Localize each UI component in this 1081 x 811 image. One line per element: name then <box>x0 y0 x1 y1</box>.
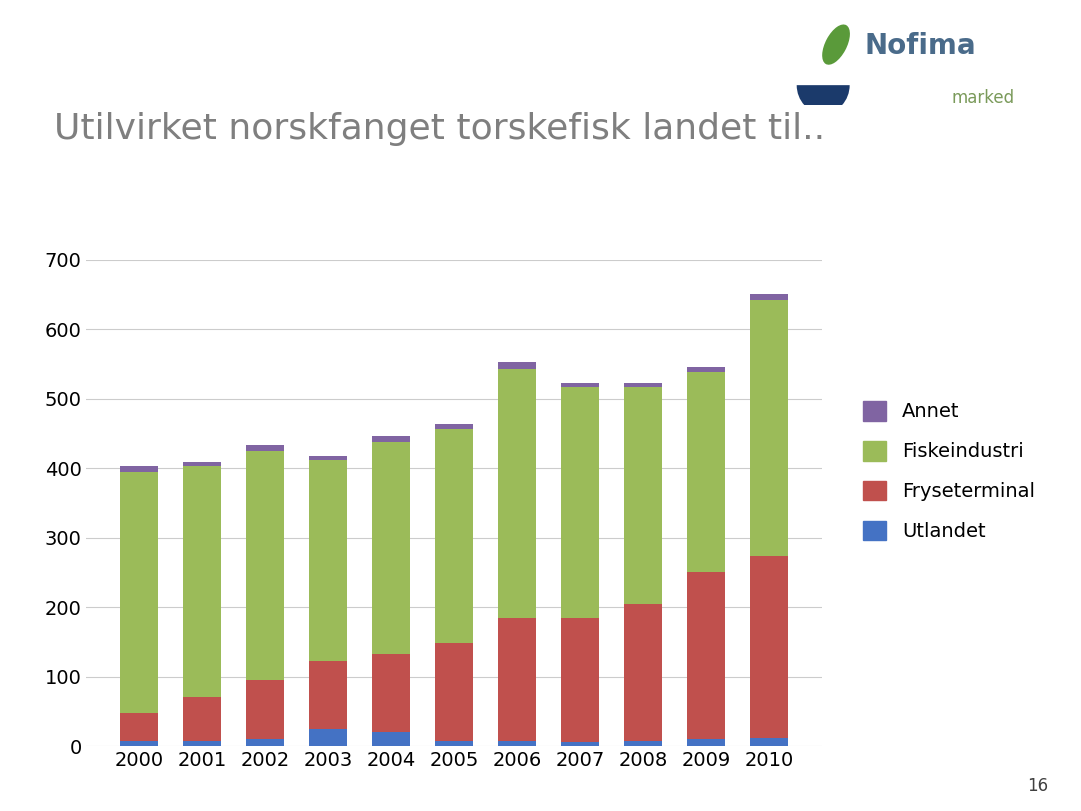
Legend: Annet, Fiskeindustri, Fryseterminal, Utlandet: Annet, Fiskeindustri, Fryseterminal, Utl… <box>853 391 1044 551</box>
Bar <box>436 740 472 746</box>
Bar <box>246 445 284 451</box>
Bar <box>688 372 725 573</box>
Bar <box>561 618 599 742</box>
Bar <box>120 471 158 714</box>
Bar <box>309 661 347 729</box>
Bar <box>498 617 536 740</box>
Ellipse shape <box>823 24 850 65</box>
Bar <box>372 654 410 732</box>
Bar <box>561 742 599 746</box>
Bar <box>246 680 284 739</box>
Bar <box>436 429 472 643</box>
Wedge shape <box>797 85 850 114</box>
Bar <box>750 294 788 300</box>
Bar <box>246 739 284 746</box>
Bar <box>750 300 788 556</box>
Bar <box>183 697 221 740</box>
Bar <box>624 740 662 746</box>
Bar <box>624 387 662 603</box>
Bar <box>688 739 725 746</box>
Bar <box>750 556 788 738</box>
Bar <box>372 442 410 654</box>
Bar <box>309 456 347 460</box>
Bar <box>309 460 347 661</box>
Bar <box>624 603 662 740</box>
Bar <box>309 729 347 746</box>
Bar <box>750 738 788 746</box>
Bar <box>372 732 410 746</box>
Bar <box>624 383 662 387</box>
Bar <box>120 466 158 471</box>
Bar <box>183 740 221 746</box>
Text: Utilvirket norskfanget torskefisk landet til..: Utilvirket norskfanget torskefisk landet… <box>54 112 825 146</box>
Bar <box>120 714 158 741</box>
Bar <box>498 363 536 369</box>
Text: 16: 16 <box>1027 777 1049 795</box>
Bar <box>498 369 536 617</box>
Bar <box>688 367 725 372</box>
Bar <box>561 383 599 387</box>
Text: Nofima: Nofima <box>865 32 976 61</box>
Bar <box>183 461 221 466</box>
Bar <box>561 387 599 618</box>
Bar <box>183 466 221 697</box>
Bar <box>688 573 725 739</box>
Bar <box>120 741 158 746</box>
Bar <box>498 740 536 746</box>
Bar <box>436 643 472 740</box>
Bar <box>372 436 410 442</box>
Bar <box>246 451 284 680</box>
Text: marked: marked <box>951 89 1014 107</box>
Bar <box>436 423 472 429</box>
